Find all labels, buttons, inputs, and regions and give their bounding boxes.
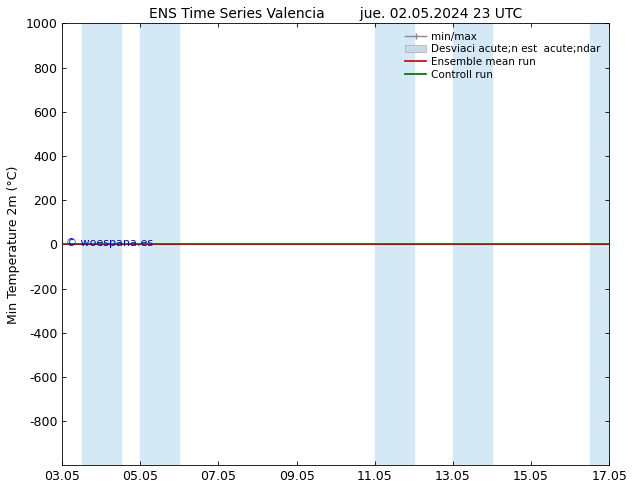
Bar [375,24,414,465]
Title: ENS Time Series Valencia        jue. 02.05.2024 23 UTC: ENS Time Series Valencia jue. 02.05.2024… [149,7,522,21]
Legend: min/max, Desviaci acute;n est  acute;ndar, Ensemble mean run, Controll run: min/max, Desviaci acute;n est acute;ndar… [402,29,604,83]
Text: © woespana.es: © woespana.es [66,238,153,248]
Bar [453,24,492,465]
Y-axis label: Min Temperature 2m (°C): Min Temperature 2m (°C) [7,165,20,323]
Bar [82,24,121,465]
Bar [590,24,609,465]
Bar [140,24,179,465]
